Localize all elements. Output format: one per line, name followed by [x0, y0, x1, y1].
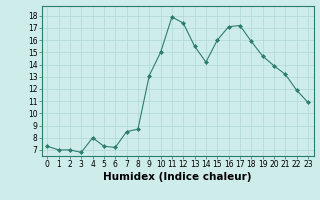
X-axis label: Humidex (Indice chaleur): Humidex (Indice chaleur): [103, 172, 252, 182]
